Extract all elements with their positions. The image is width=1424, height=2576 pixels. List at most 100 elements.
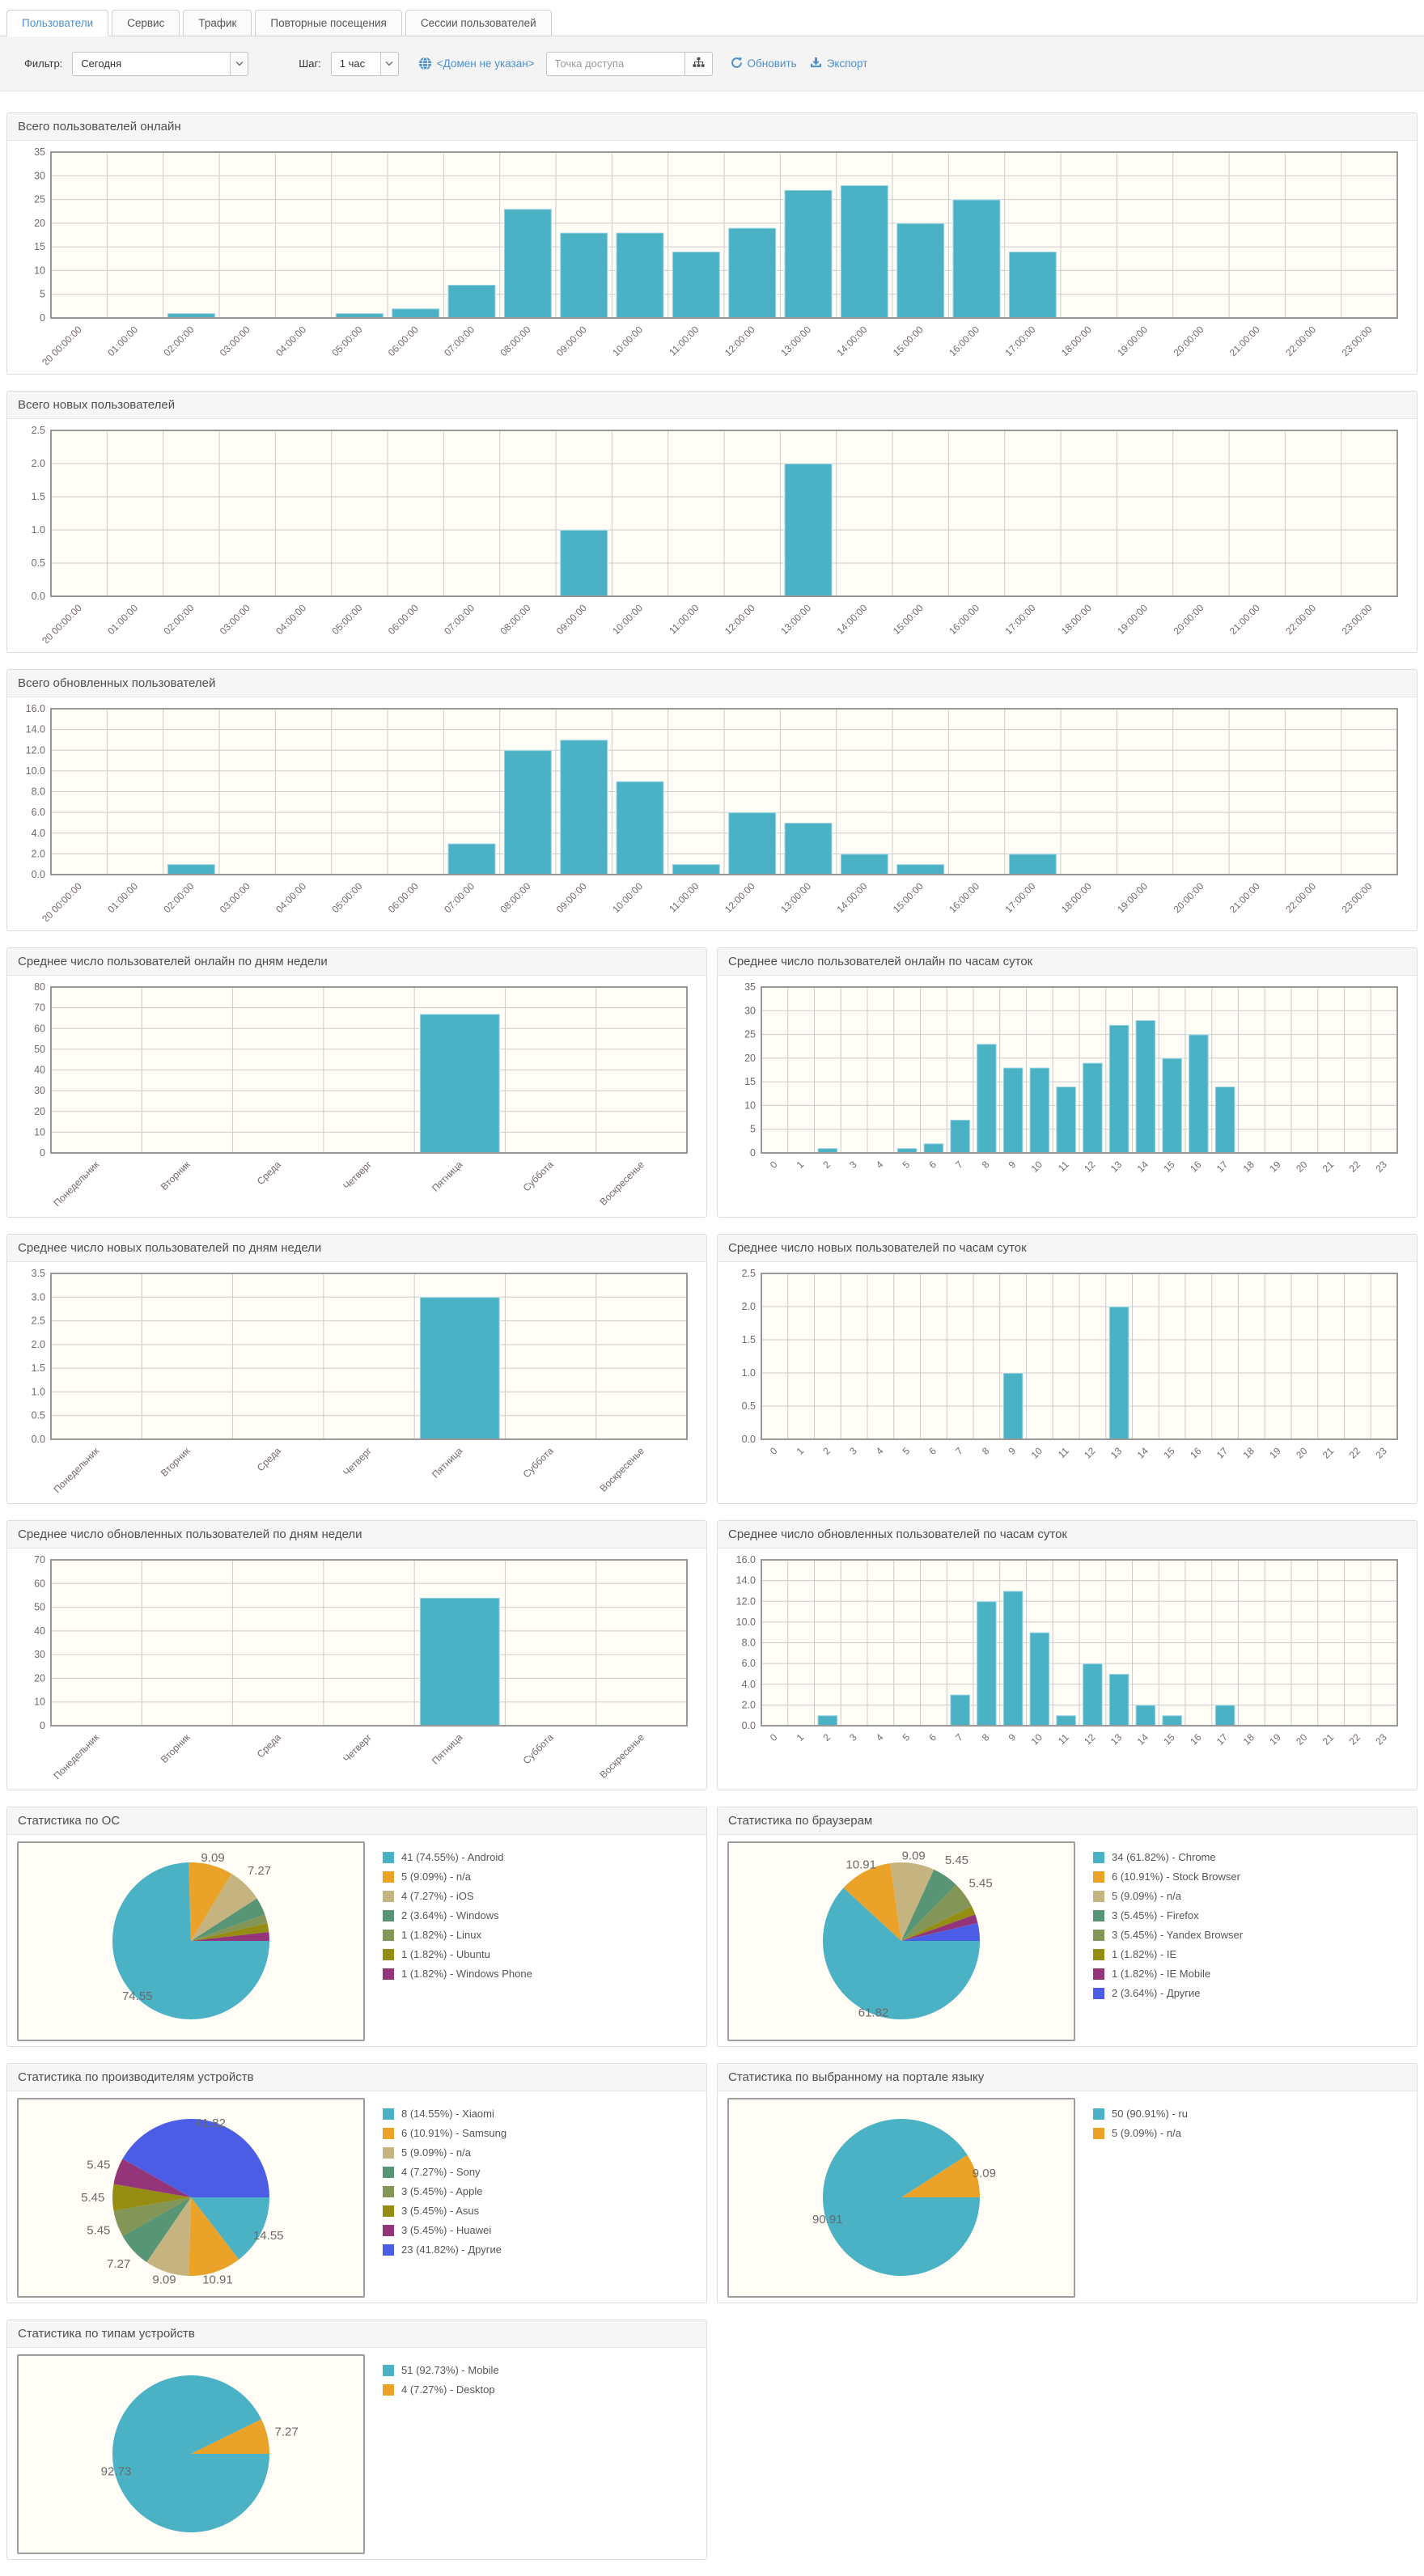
pie-slice-device-vendor-stats-6[interactable]: [113, 2159, 191, 2197]
bar-avg-updated-hour-2[interactable]: [816, 1714, 839, 1727]
pie-slice-device-vendor-stats-4[interactable]: [113, 2197, 191, 2236]
tab-traffic[interactable]: Трафик: [183, 10, 252, 36]
bar-avg-online-hour-15[interactable]: [1161, 1057, 1183, 1154]
bar-total-online-11:00:00[interactable]: [671, 251, 721, 319]
bar-total-online-06:00:00[interactable]: [391, 307, 441, 320]
pie-slice-os-stats-6[interactable]: [191, 1931, 269, 1941]
bar-total-online-08:00:00[interactable]: [502, 208, 553, 319]
bar-total-updated-15:00:00[interactable]: [896, 863, 946, 875]
tab-repeat-visits[interactable]: Повторные посещения: [255, 10, 402, 36]
pie-slice-device-vendor-stats-1[interactable]: [189, 2197, 239, 2276]
bar-avg-updated-hour-17[interactable]: [1214, 1704, 1236, 1727]
bar-avg-online-hour-11[interactable]: [1055, 1086, 1077, 1154]
export-link[interactable]: Экспорт: [810, 57, 867, 71]
pie-slice-os-stats-4[interactable]: [191, 1914, 268, 1941]
access-point-input[interactable]: [545, 51, 685, 76]
bar-avg-updated-hour-12[interactable]: [1082, 1663, 1104, 1727]
pie-slice-browser-stats-2[interactable]: [890, 1862, 934, 1941]
pie-slice-device-vendor-stats-0[interactable]: [191, 2197, 269, 2260]
bar-total-updated-02:00:00[interactable]: [166, 863, 216, 875]
bar-total-online-09:00:00[interactable]: [559, 231, 609, 319]
pie-slice-browser-stats-0[interactable]: [823, 1888, 980, 2020]
pie-slice-device-vendor-stats-2[interactable]: [146, 2197, 191, 2276]
bar-total-online-13:00:00[interactable]: [783, 189, 833, 319]
tab-service[interactable]: Сервис: [112, 10, 180, 36]
pie-slice-portal-language-stats-0[interactable]: [823, 2119, 980, 2277]
pie-slice-os-stats-3[interactable]: [191, 1898, 265, 1941]
x-axis-tick: 16: [1188, 1159, 1204, 1175]
pie-slice-browser-stats-4[interactable]: [901, 1884, 973, 1941]
bar-avg-online-hour-14[interactable]: [1134, 1019, 1157, 1154]
pie-slice-browser-stats-5[interactable]: [901, 1906, 976, 1941]
pie-slice-device-vendor-stats-3[interactable]: [122, 2197, 191, 2263]
tab-users[interactable]: Пользователи: [6, 10, 109, 36]
bar-avg-online-hour-7[interactable]: [949, 1119, 971, 1154]
x-axis-tick: 12:00:00: [723, 880, 757, 915]
pie-slice-device-type-stats-1[interactable]: [191, 2419, 269, 2454]
bar-avg-online-weekday-Пятница[interactable]: [418, 1013, 501, 1154]
filter-select[interactable]: Сегодня: [72, 51, 249, 76]
x-axis-tick: 12:00:00: [723, 602, 757, 637]
bar-total-updated-12:00:00[interactable]: [727, 811, 778, 875]
bar-total-updated-09:00:00[interactable]: [559, 739, 609, 875]
bar-avg-online-hour-16[interactable]: [1188, 1033, 1210, 1154]
pie-slice-browser-stats-1[interactable]: [843, 1862, 901, 1941]
bar-total-online-12:00:00[interactable]: [727, 227, 778, 319]
bar-total-online-15:00:00[interactable]: [896, 222, 946, 319]
bar-avg-new-hour-9[interactable]: [1002, 1372, 1024, 1440]
bar-avg-updated-weekday-Пятница[interactable]: [418, 1596, 501, 1727]
bar-total-online-14:00:00[interactable]: [839, 184, 889, 319]
domain-link[interactable]: <Домен не указан>: [436, 57, 535, 70]
bar-avg-updated-hour-13[interactable]: [1108, 1672, 1130, 1727]
x-axis-tick: 10:00:00: [610, 602, 645, 637]
pie-slice-portal-language-stats-1[interactable]: [901, 2154, 980, 2197]
bar-avg-updated-hour-8[interactable]: [976, 1600, 998, 1727]
pie-slice-label: 5.45: [945, 1854, 968, 1867]
bar-avg-online-hour-10[interactable]: [1028, 1066, 1051, 1154]
y-axis-tick: 12.0: [26, 744, 45, 756]
bar-avg-online-hour-6[interactable]: [922, 1142, 945, 1155]
access-point-tree-button[interactable]: [684, 51, 713, 76]
refresh-link[interactable]: Обновить: [731, 57, 797, 71]
bar-total-online-10:00:00[interactable]: [615, 231, 665, 319]
bar-total-updated-11:00:00[interactable]: [671, 863, 721, 875]
tab-user-sessions[interactable]: Сессии пользователей: [405, 10, 552, 36]
bar-total-updated-14:00:00[interactable]: [839, 853, 889, 875]
pie-slice-browser-stats-6[interactable]: [901, 1914, 978, 1941]
pie-slice-os-stats-1[interactable]: [189, 1862, 232, 1941]
bar-total-new-13:00:00[interactable]: [783, 463, 833, 597]
bar-total-updated-08:00:00[interactable]: [502, 749, 553, 875]
bar-avg-online-hour-8[interactable]: [976, 1043, 998, 1154]
bar-total-updated-13:00:00[interactable]: [783, 821, 833, 875]
y-axis-tick: 5: [750, 1124, 756, 1135]
pie-slice-os-stats-2[interactable]: [191, 1873, 257, 1941]
pie-slice-os-stats-0[interactable]: [112, 1862, 270, 2020]
bar-avg-new-hour-13[interactable]: [1108, 1306, 1130, 1440]
bar-total-online-07:00:00[interactable]: [447, 284, 497, 319]
pie-slice-device-vendor-stats-7[interactable]: [122, 2119, 269, 2197]
pie-slice-browser-stats-3[interactable]: [901, 1869, 956, 1941]
bar-total-new-09:00:00[interactable]: [559, 529, 609, 597]
bar-total-updated-07:00:00[interactable]: [447, 842, 497, 875]
bar-total-online-16:00:00[interactable]: [951, 198, 1002, 319]
bar-avg-updated-hour-10[interactable]: [1028, 1631, 1051, 1727]
bar-avg-online-hour-12[interactable]: [1082, 1061, 1104, 1154]
pie-slice-device-vendor-stats-5[interactable]: [112, 2184, 191, 2211]
pie-slice-os-stats-5[interactable]: [191, 1923, 269, 1941]
bar-avg-updated-hour-7[interactable]: [949, 1693, 971, 1727]
bar-total-online-17:00:00[interactable]: [1007, 251, 1057, 319]
bar-avg-updated-hour-14[interactable]: [1134, 1704, 1157, 1727]
bar-total-updated-10:00:00[interactable]: [615, 780, 665, 875]
x-axis-tick: 06:00:00: [386, 880, 421, 915]
step-select[interactable]: 1 час: [330, 51, 399, 76]
bar-total-updated-17:00:00[interactable]: [1007, 853, 1057, 875]
bar-avg-online-hour-17[interactable]: [1214, 1086, 1236, 1154]
bar-avg-online-hour-13[interactable]: [1108, 1023, 1130, 1154]
pie-slice-device-type-stats-0[interactable]: [112, 2375, 269, 2532]
bar-avg-updated-hour-15[interactable]: [1161, 1714, 1183, 1727]
bar-avg-updated-hour-11[interactable]: [1055, 1714, 1077, 1727]
bar-avg-online-hour-9[interactable]: [1002, 1066, 1024, 1154]
bar-avg-new-weekday-Пятница[interactable]: [418, 1296, 501, 1440]
bar-avg-updated-hour-9[interactable]: [1002, 1590, 1024, 1727]
pie-slice-browser-stats-7[interactable]: [901, 1923, 980, 1941]
